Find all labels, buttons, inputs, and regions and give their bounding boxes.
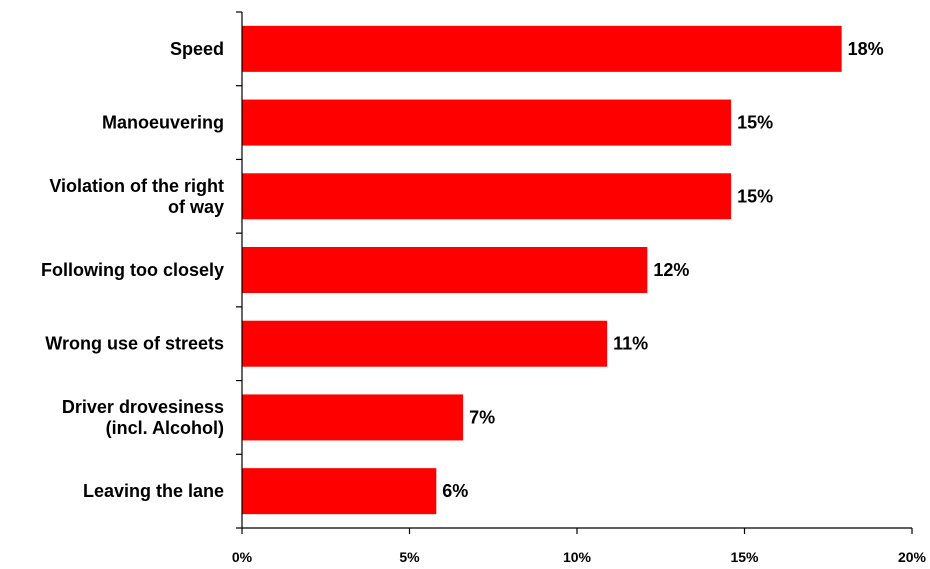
category-label-line: Violation of the right xyxy=(49,176,224,196)
bar xyxy=(242,99,732,146)
bar-value-label: 15% xyxy=(737,113,773,133)
category-label-line: Manoeuvering xyxy=(102,113,224,133)
bar xyxy=(242,468,437,515)
x-tick-label: 0% xyxy=(232,549,253,565)
category-label: Following too closely xyxy=(41,260,224,280)
bar xyxy=(242,173,732,220)
category-label-line: Leaving the lane xyxy=(83,481,224,501)
bar-value-label: 18% xyxy=(848,39,884,59)
category-label: Leaving the lane xyxy=(83,481,224,501)
bar xyxy=(242,247,648,293)
bar-value-label: 15% xyxy=(737,186,773,206)
category-label: Wrong use of streets xyxy=(45,334,224,354)
bars-group xyxy=(242,25,842,515)
category-label-line: Speed xyxy=(170,39,224,59)
bar xyxy=(242,394,464,441)
category-labels: Speed Manoeuvering Violation of the right o… xyxy=(41,39,224,501)
category-label: Violation of the right of way xyxy=(49,176,224,217)
category-label-line: Wrong use of streets xyxy=(45,334,224,354)
y-axis-ticks xyxy=(236,11,242,529)
bar-value-label: 11% xyxy=(613,334,648,354)
x-tick-label: 10% xyxy=(563,549,592,565)
category-label: Manoeuvering xyxy=(102,113,224,133)
category-label-line: (incl. Alcohol) xyxy=(106,418,224,438)
category-label: Driver drovesiness (incl. Alcohol) xyxy=(62,397,224,438)
bar-value-label: 6% xyxy=(442,481,468,501)
category-label-line: Following too closely xyxy=(41,260,224,280)
bar-value-label: 12% xyxy=(653,260,689,280)
x-tick-label: 5% xyxy=(399,549,420,565)
value-labels: 18% 15% 15% 12% 11% 7% 6% xyxy=(442,39,883,501)
x-tick-label: 20% xyxy=(898,549,927,565)
bar xyxy=(242,25,842,72)
x-axis-ticks: 0% 5% 10% 15% 20% xyxy=(232,528,927,565)
category-label: Speed xyxy=(170,39,224,59)
bar-value-label: 7% xyxy=(469,407,495,427)
category-label-line: Driver drovesiness xyxy=(62,397,224,417)
bar xyxy=(242,320,608,367)
category-label-line: of way xyxy=(168,197,224,217)
x-tick-label: 15% xyxy=(730,549,759,565)
